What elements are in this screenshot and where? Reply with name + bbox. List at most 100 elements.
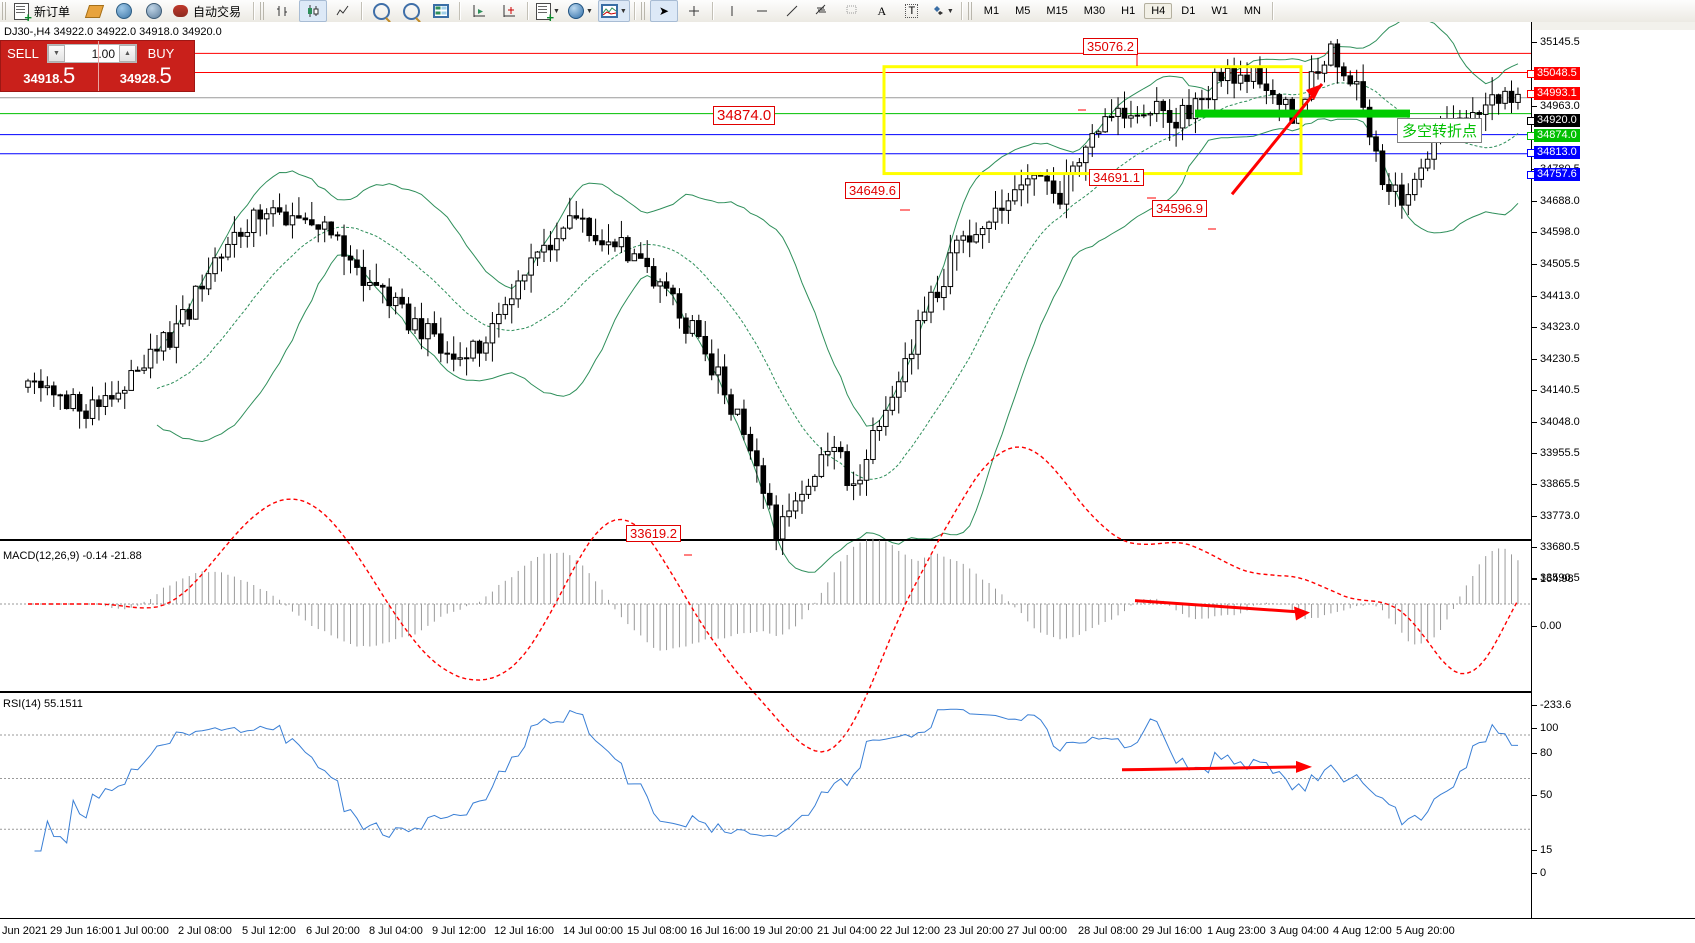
time-label-16: 27 Jul 00:00 — [1007, 925, 1067, 937]
period-button[interactable]: ▼ — [565, 0, 596, 22]
sell-price-fraction: 5 — [63, 63, 76, 88]
navigator-button[interactable] — [140, 0, 168, 22]
chart-canvas[interactable] — [0, 22, 1531, 918]
zoom-out-button[interactable] — [397, 0, 425, 22]
terminal-button[interactable] — [110, 0, 138, 22]
candlestick-button[interactable] — [299, 0, 328, 22]
line-chart-button[interactable] — [329, 0, 357, 22]
shapes-button[interactable]: ▼ — [928, 0, 957, 22]
sell-price[interactable]: 34918 . 5 — [1, 63, 98, 92]
time-label-4: 5 Jul 12:00 — [242, 925, 296, 937]
annot-33619[interactable]: 33619.2 — [626, 525, 681, 542]
channel-button[interactable] — [838, 0, 866, 22]
zoom-in-icon — [372, 2, 390, 20]
time-axis[interactable]: Jun 2021 29 Jun 16:00 1 Jul 00:00 2 Jul 08:… — [0, 918, 1695, 943]
price-tick-8: 34230.5 — [1532, 353, 1580, 365]
sell-button[interactable]: SELL — [7, 46, 39, 61]
timeframe-w1[interactable]: W1 — [1211, 5, 1228, 17]
sell-price-integer: 34918 — [23, 71, 60, 86]
autotrade-button[interactable]: 自动交易 — [170, 0, 249, 22]
lot-decrease-button[interactable]: ▼ — [48, 45, 65, 62]
price-tag-last[interactable]: 34920.0 — [1534, 114, 1580, 127]
timeframe-m30[interactable]: M30 — [1083, 5, 1106, 17]
price-tag-blue-upper-handle[interactable] — [1527, 149, 1535, 157]
price-tag-last-handle[interactable] — [1527, 117, 1535, 125]
annot-34649[interactable]: 34649.6 — [845, 182, 900, 199]
time-label-3: 2 Jul 08:00 — [178, 925, 232, 937]
price-tag-blue-lower[interactable]: 34757.6 — [1534, 168, 1580, 181]
time-label-9: 14 Jul 00:00 — [563, 925, 623, 937]
price-tag-sell-level[interactable]: 35048.5 — [1534, 67, 1580, 80]
text-button[interactable]: A — [868, 0, 896, 22]
toolbar-divider-4 — [527, 2, 530, 20]
trendline-button[interactable] — [778, 0, 806, 22]
new-order-button[interactable]: + 新订单 — [11, 0, 78, 24]
price-tag-green-level-handle[interactable] — [1527, 132, 1535, 140]
rsi-tick-4: 0 — [1532, 867, 1546, 879]
bar-chart-button[interactable] — [269, 0, 297, 22]
lot-size-stepper[interactable]: ▼ 1.00 ▲ — [47, 44, 137, 63]
rsi-tick-0: 100 — [1532, 722, 1558, 734]
hline-button[interactable] — [748, 0, 776, 22]
toolbar-grip-3[interactable] — [640, 2, 647, 20]
timeframe-m15[interactable]: M15 — [1046, 5, 1068, 17]
axis-scroll-corner — [1532, 22, 1695, 30]
toolbar-divider-7 — [960, 2, 963, 20]
chinese-note-box[interactable]: 多空转折点 — [1397, 118, 1483, 143]
indicators-button[interactable]: + ▼ — [533, 0, 563, 24]
price-tag-resistance-handle[interactable] — [1527, 90, 1535, 98]
grid-button[interactable] — [427, 0, 455, 22]
lot-size-value[interactable]: 1.00 — [91, 46, 115, 61]
lot-increase-button[interactable]: ▲ — [119, 45, 136, 62]
timeframe-h1[interactable]: H1 — [1121, 5, 1136, 17]
autoscroll-button[interactable] — [495, 0, 523, 22]
crosshair-button[interactable] — [680, 0, 708, 22]
time-label-21: 4 Aug 12:00 — [1333, 925, 1392, 937]
zoom-in-button[interactable] — [367, 0, 395, 22]
fibo-icon — [815, 4, 826, 15]
toolbar-grip-2[interactable] — [260, 2, 267, 20]
rsi-indicator-label: RSI(14) 55.1511 — [2, 698, 84, 710]
buy-price[interactable]: 34928 . 5 — [98, 65, 195, 92]
buy-button[interactable]: BUY — [147, 46, 175, 61]
price-tag-resistance[interactable]: 34993.1 — [1534, 87, 1580, 100]
timeframe-m1[interactable]: M1 — [983, 5, 1000, 17]
vline-icon — [731, 6, 733, 16]
toolbar-divider-5 — [633, 2, 636, 20]
annot-34691[interactable]: 34691.1 — [1089, 169, 1144, 186]
cursor-button[interactable]: ➤ — [649, 0, 678, 22]
zoom-out-icon — [402, 2, 420, 20]
rsi-tick-2: 50 — [1532, 789, 1552, 801]
price-tick-3: 34688.0 — [1532, 195, 1580, 207]
annot-34874[interactable]: 34874.0 — [713, 106, 776, 125]
timeframe-mn[interactable]: MN — [1243, 5, 1261, 17]
price-axis[interactable]: 35145.534963.034780.534688.034598.034505… — [1527, 22, 1695, 918]
navigator-icon — [146, 3, 163, 19]
price-tag-blue-upper[interactable]: 34813.0 — [1534, 146, 1580, 159]
one-click-trade-panel: SELL ▼ 1.00 ▲ BUY 34918 . 5 34928 . 5 — [0, 40, 195, 92]
shift-button[interactable] — [465, 0, 493, 22]
trade-panel-divider — [97, 41, 99, 91]
time-label-5: 6 Jul 20:00 — [306, 925, 360, 937]
timeframe-h4[interactable]: H4 — [1144, 3, 1173, 19]
toolbar-grip[interactable] — [2, 2, 8, 20]
annot-34596[interactable]: 34596.9 — [1152, 200, 1207, 217]
price-tag-sell-level-handle[interactable] — [1527, 70, 1535, 78]
timeframe-d1[interactable]: D1 — [1181, 5, 1196, 17]
vline-button[interactable] — [718, 0, 746, 22]
toolbar-grip-4[interactable] — [967, 2, 974, 20]
diamond-button[interactable] — [80, 0, 108, 22]
templates-button[interactable]: ▼ — [597, 0, 630, 22]
fibo-button[interactable] — [808, 0, 836, 22]
buy-price-dot: . — [155, 71, 160, 86]
shapes-icon — [933, 6, 943, 15]
label-button[interactable]: T — [898, 0, 926, 22]
trade-panel-price-row: 34918 . 5 34928 . 5 — [1, 41, 195, 92]
candlestick-icon — [308, 5, 319, 17]
price-tag-blue-lower-handle[interactable] — [1527, 171, 1535, 179]
macd-tick-2: -233.6 — [1532, 699, 1571, 711]
annot-35076[interactable]: 35076.2 — [1083, 38, 1138, 55]
autotrade-icon — [173, 5, 189, 17]
price-tag-green-level[interactable]: 34874.0 — [1534, 129, 1580, 142]
timeframe-m5[interactable]: M5 — [1015, 5, 1031, 17]
